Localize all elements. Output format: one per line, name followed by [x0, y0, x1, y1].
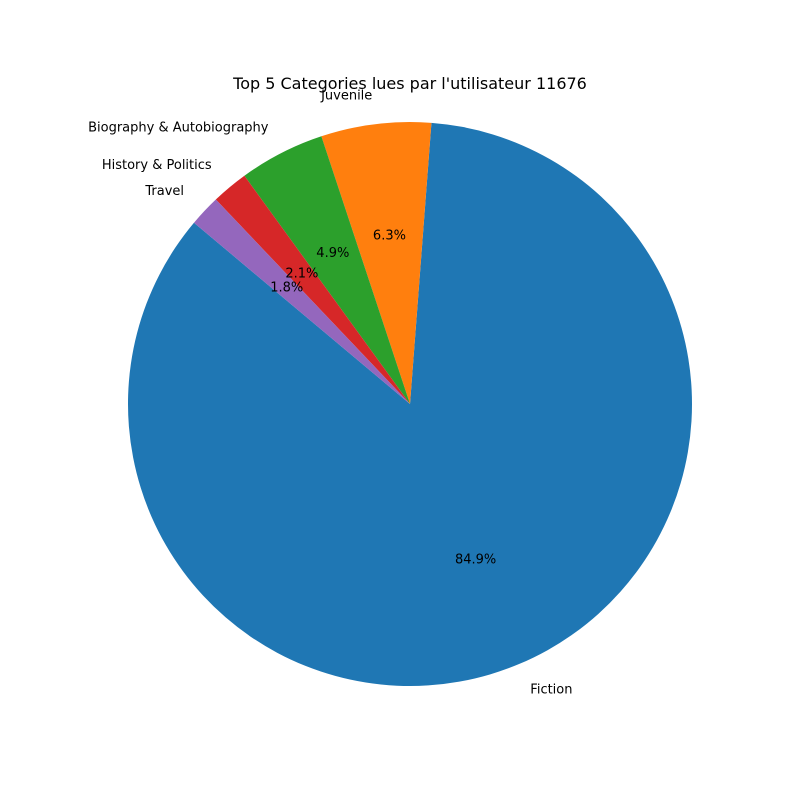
chart-title: Top 5 Categories lues par l'utilisateur …	[232, 74, 587, 93]
slice-label: History & Politics	[102, 158, 212, 173]
slice-percent-label: 2.1%	[285, 266, 318, 281]
slice-label: Biography & Autobiography	[88, 120, 269, 135]
pie-slice-history-politics	[215, 175, 410, 404]
slice-label: Travel	[144, 184, 184, 199]
pie-labels: Fiction 84.9% Juvenile 6.3% Biography & Auto…	[88, 89, 572, 698]
slice-percent-label: 6.3%	[373, 229, 406, 244]
pie-slice-biography-autobiography	[244, 136, 410, 404]
slice-percent-label: 84.9%	[455, 552, 496, 567]
slice-label: Fiction	[530, 682, 572, 697]
pie-slices	[127, 121, 693, 687]
pie-slice-fiction	[127, 122, 693, 687]
pie-slice-travel	[193, 199, 410, 404]
slice-label: Juvenile	[320, 89, 372, 104]
slice-percent-label: 4.9%	[316, 246, 349, 261]
pie-slice-juvenile	[321, 121, 432, 404]
slice-percent-label: 1.8%	[270, 281, 303, 296]
